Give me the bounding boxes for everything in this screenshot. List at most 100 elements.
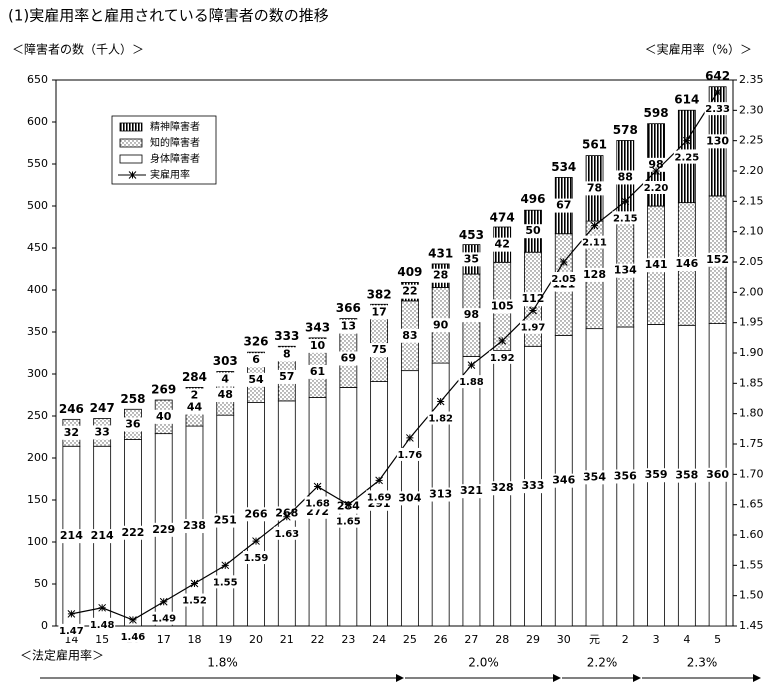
x-tick-label: 5 <box>714 633 721 646</box>
rate-label: 1.49 <box>151 614 176 625</box>
value-label: 141 <box>645 258 668 271</box>
value-label: 36 <box>125 417 141 430</box>
y2-tick-label: 2.00 <box>739 285 764 298</box>
label-bg <box>489 350 516 364</box>
rate-label: 1.68 <box>305 498 330 509</box>
value-label: 152 <box>706 253 729 266</box>
value-label: 130 <box>706 134 729 147</box>
label-bg <box>522 224 543 239</box>
label-bg <box>461 308 482 323</box>
value-label: 61 <box>310 365 325 378</box>
label-bg <box>276 369 297 384</box>
label-bg <box>519 320 546 334</box>
y2-tick-label: 2.15 <box>739 194 764 207</box>
label-bg <box>521 479 544 494</box>
x-tick-label: 27 <box>464 633 478 646</box>
value-label: 40 <box>156 410 172 423</box>
y2-tick-label: 2.30 <box>739 103 764 116</box>
x-tick-label: 22 <box>311 633 325 646</box>
y2-tick-label: 2.25 <box>739 134 764 147</box>
y-tick-label: 550 <box>27 157 48 170</box>
label-bg <box>581 235 608 249</box>
label-bg <box>366 490 393 504</box>
rate-label: 1.52 <box>182 596 207 607</box>
value-label: 83 <box>402 329 417 342</box>
rate-label: 1.97 <box>521 323 546 334</box>
label-bg <box>646 258 667 273</box>
rate-marker <box>406 434 414 442</box>
value-label: 354 <box>583 470 606 483</box>
x-tick-label: 元 <box>589 633 600 646</box>
value-label: 214 <box>60 529 83 542</box>
label-bg <box>369 343 390 358</box>
label-bg <box>430 268 451 283</box>
label-bg <box>181 593 208 607</box>
value-label: 134 <box>614 264 637 277</box>
label-bg <box>673 150 700 164</box>
label-bg <box>91 529 114 544</box>
label-bg <box>460 484 483 499</box>
legend-swatch <box>119 122 143 132</box>
total-label: 284 <box>182 370 207 384</box>
label-bg <box>646 157 667 172</box>
legal-rate: 2.3% <box>687 656 718 670</box>
value-label: 313 <box>429 488 452 501</box>
value-label: 28 <box>433 269 448 282</box>
rate-label: 1.65 <box>336 517 361 528</box>
label-bg <box>92 425 113 440</box>
rate-marker <box>498 337 507 345</box>
label-bg <box>58 623 85 637</box>
label-bg <box>614 469 637 484</box>
rate-label: 1.63 <box>274 529 299 540</box>
label-bg <box>183 519 206 534</box>
value-label: 17 <box>371 305 386 318</box>
y-tick-label: 200 <box>27 451 48 464</box>
y-tick-label: 0 <box>41 619 48 632</box>
value-label: 6 <box>252 353 260 366</box>
value-label: 214 <box>91 529 114 542</box>
label-bg <box>430 318 451 333</box>
label-bg <box>675 468 698 483</box>
y-tick-label: 300 <box>27 367 48 380</box>
rate-marker <box>313 482 322 491</box>
rate-label: 1.59 <box>244 553 269 564</box>
x-tick-label: 3 <box>653 633 660 646</box>
y-tick-label: 350 <box>27 325 48 338</box>
value-label: 229 <box>152 523 175 536</box>
total-label: 366 <box>336 301 361 315</box>
label-bg <box>338 319 359 334</box>
label-bg <box>245 507 268 522</box>
rate-marker <box>159 597 168 606</box>
label-bg <box>429 487 452 502</box>
rate-label: 1.47 <box>59 626 84 637</box>
label-bg <box>553 198 574 213</box>
rate-label: 1.69 <box>367 492 392 503</box>
total-label: 614 <box>674 93 699 107</box>
y2-tick-label: 1.65 <box>739 498 764 511</box>
label-bg <box>491 481 514 496</box>
label-bg <box>61 425 82 440</box>
x-tick-label: 29 <box>526 633 540 646</box>
total-label: 343 <box>305 320 330 334</box>
legal-rate: 2.2% <box>587 656 618 670</box>
total-label: 258 <box>120 392 145 406</box>
total-label: 474 <box>490 210 515 224</box>
label-bg <box>643 181 670 194</box>
total-label: 496 <box>520 192 545 206</box>
rate-marker <box>590 221 599 230</box>
rate-label: 1.82 <box>428 414 453 425</box>
label-bg <box>246 353 267 368</box>
label-bg <box>153 409 174 424</box>
y2-tick-label: 1.90 <box>739 346 764 359</box>
y2-tick-label: 1.80 <box>739 407 764 420</box>
total-label: 303 <box>213 354 238 368</box>
total-label: 247 <box>90 401 115 415</box>
rate-label: 2.11 <box>582 238 607 249</box>
legend-swatch <box>119 138 143 148</box>
label-bg <box>121 525 144 540</box>
legend-label: 知的障害者 <box>150 136 200 149</box>
value-label: 78 <box>587 181 602 194</box>
rate-label: 2.20 <box>644 183 669 194</box>
y2-tick-label: 1.55 <box>739 558 764 571</box>
y-axis-label: ＜障害者の数（千人）＞ <box>12 42 144 57</box>
